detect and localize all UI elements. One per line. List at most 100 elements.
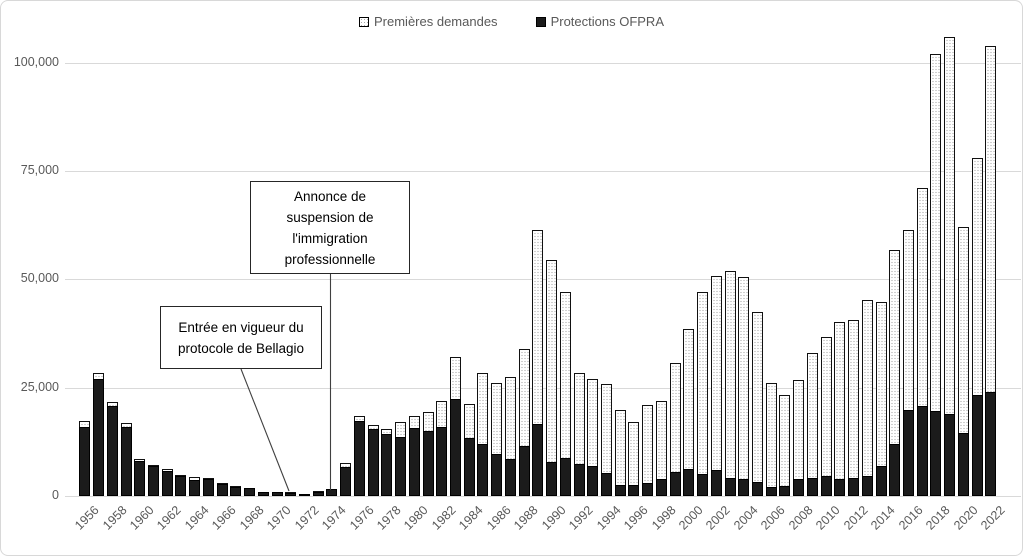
bar-protections-ofpra-2021 — [971, 395, 983, 496]
annotation-suspension-immigration: Annonce de suspension de l'immigration p… — [250, 181, 410, 274]
bar-protections-ofpra-1976 — [353, 421, 365, 496]
x-axis-label-2002: 2002 — [703, 503, 734, 533]
x-axis-label-1968: 1968 — [236, 503, 267, 533]
y-axis-label-75000: 75,000 — [20, 163, 59, 178]
protections-ofpra-swatch-icon — [535, 16, 546, 27]
bar-protections-ofpra-1988 — [518, 445, 530, 496]
bar-protections-ofpra-2002 — [710, 470, 722, 496]
y-axis-label-25000: 25,000 — [20, 379, 59, 394]
bar-premieres-demandes-2004 — [738, 277, 750, 496]
bar-premieres-demandes-2009 — [806, 353, 818, 496]
bar-premieres-demandes-2011 — [834, 322, 846, 496]
x-axis-label-2008: 2008 — [785, 503, 816, 533]
bar-premieres-demandes-2003 — [724, 270, 736, 496]
bar-protections-ofpra-1983 — [449, 399, 461, 496]
x-axis-label-2006: 2006 — [758, 503, 789, 533]
bar-protections-ofpra-1997 — [642, 482, 654, 496]
bar-protections-ofpra-1981 — [422, 431, 434, 496]
bar-protections-ofpra-2014 — [875, 466, 887, 496]
x-axis-label-1998: 1998 — [648, 503, 679, 533]
bar-protections-ofpra-2015 — [889, 443, 901, 496]
bar-premieres-demandes-2001 — [697, 292, 708, 496]
bar-protections-ofpra-2005 — [751, 481, 763, 496]
premieres-demandes-swatch-icon — [359, 16, 369, 27]
bar-protections-ofpra-2011 — [834, 479, 846, 496]
x-axis-label-2020: 2020 — [950, 503, 981, 533]
gridline-75000 — [65, 171, 1021, 173]
x-axis-label-1988: 1988 — [511, 503, 542, 533]
bar-protections-ofpra-1984 — [463, 437, 475, 496]
x-axis-label-2010: 2010 — [813, 503, 844, 533]
bar-protections-ofpra-1974 — [326, 489, 338, 496]
bar-protections-ofpra-1990 — [546, 461, 557, 496]
bar-protections-ofpra-1973 — [312, 491, 324, 496]
x-axis-label-1984: 1984 — [456, 503, 487, 533]
bar-protections-ofpra-1991 — [559, 458, 571, 496]
bar-protections-ofpra-1961 — [147, 466, 159, 496]
bar-protections-ofpra-2012 — [848, 477, 859, 496]
x-axis-label-1962: 1962 — [154, 503, 185, 533]
bar-protections-ofpra-1968 — [244, 488, 255, 496]
x-axis-label-2000: 2000 — [676, 503, 706, 533]
bar-protections-ofpra-1978 — [381, 433, 393, 496]
bar-protections-ofpra-2016 — [902, 410, 914, 496]
x-axis-label-1974: 1974 — [319, 503, 349, 533]
bar-protections-ofpra-1993 — [587, 466, 599, 496]
bar-protections-ofpra-2022 — [985, 392, 997, 496]
x-axis-label-1966: 1966 — [209, 503, 240, 533]
legend-item-premieres-demandes: Premières demandes — [359, 14, 498, 29]
bar-protections-ofpra-2008 — [793, 479, 805, 496]
bar-protections-ofpra-1982 — [436, 426, 448, 496]
legend-label-premieres-demandes: Premières demandes — [374, 14, 498, 29]
bar-protections-ofpra-1994 — [600, 472, 612, 496]
bar-premieres-demandes-2013 — [861, 299, 873, 496]
bar-protections-ofpra-1985 — [477, 444, 489, 496]
x-axis-label-2018: 2018 — [923, 503, 953, 533]
x-axis-label-1972: 1972 — [291, 503, 322, 533]
bar-protections-ofpra-1963 — [175, 476, 187, 496]
legend-item-protections-ofpra: Protections OFPRA — [535, 14, 664, 29]
bar-protections-ofpra-1995 — [614, 484, 626, 496]
bar-protections-ofpra-1965 — [202, 479, 214, 496]
bar-protections-ofpra-2009 — [806, 477, 818, 496]
bar-protections-ofpra-1967 — [230, 486, 242, 496]
bar-protections-ofpra-1996 — [628, 485, 640, 496]
bar-protections-ofpra-2017 — [916, 405, 928, 496]
bar-protections-ofpra-1970 — [271, 491, 283, 496]
bar-premieres-demandes-2012 — [848, 320, 859, 496]
bar-protections-ofpra-2019 — [944, 414, 956, 496]
bar-protections-ofpra-1999 — [669, 471, 681, 496]
bar-protections-ofpra-1966 — [216, 483, 228, 496]
bar-protections-ofpra-1964 — [189, 479, 201, 496]
x-axis-label-1982: 1982 — [429, 503, 459, 533]
bar-protections-ofpra-1992 — [573, 464, 585, 496]
y-axis-label-0: 0 — [52, 488, 59, 502]
bar-protections-ofpra-2006 — [765, 487, 777, 496]
x-axis-label-1994: 1994 — [593, 503, 624, 533]
bar-protections-ofpra-1987 — [504, 459, 516, 496]
bar-protections-ofpra-2010 — [820, 476, 832, 496]
bar-protections-ofpra-1989 — [532, 423, 544, 496]
legend-label-protections-ofpra: Protections OFPRA — [550, 14, 664, 29]
bar-premieres-demandes-2010 — [820, 337, 832, 496]
annotation-protocole-bellagio: Entrée en vigueur du protocole de Bellag… — [160, 306, 322, 369]
bar-protections-ofpra-2001 — [697, 473, 708, 496]
x-axis-label-1980: 1980 — [401, 503, 432, 533]
gridline-0 — [65, 496, 1021, 497]
x-axis-label-2004: 2004 — [731, 503, 761, 533]
bar-premieres-demandes-1995 — [614, 410, 626, 496]
x-axis-label-1978: 1978 — [374, 503, 404, 533]
legend: Premières demandes Protections OFPRA — [1, 14, 1022, 29]
bar-protections-ofpra-1998 — [655, 479, 667, 496]
bar-protections-ofpra-1969 — [257, 491, 269, 496]
bar-protections-ofpra-2020 — [957, 432, 969, 496]
bar-protections-ofpra-1971 — [285, 492, 297, 496]
bar-protections-ofpra-2018 — [930, 411, 942, 496]
x-axis-label-2022: 2022 — [978, 503, 1008, 533]
bar-protections-ofpra-1960 — [134, 460, 146, 496]
bar-protections-ofpra-2007 — [779, 485, 791, 496]
bar-protections-ofpra-1972 — [298, 493, 310, 496]
bar-protections-ofpra-1977 — [367, 429, 379, 496]
